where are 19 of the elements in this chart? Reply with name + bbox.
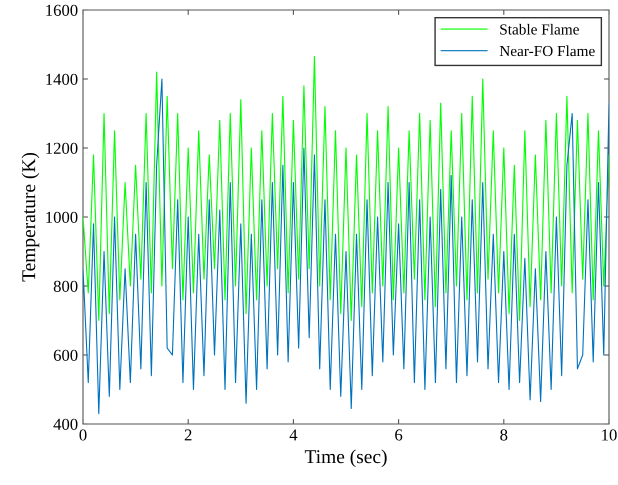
y-axis-title: Temperature (K): [22, 152, 40, 282]
legend-label: Near-FO Flame: [500, 45, 595, 56]
x-tick-label: 0: [79, 429, 87, 441]
line-series: [83, 78, 609, 414]
legend-label: Stable Flame: [500, 24, 579, 35]
y-tick-label: 1200: [46, 142, 78, 154]
x-axis-title: Time (sec): [304, 450, 387, 468]
x-tick-label: 6: [395, 429, 402, 441]
y-tick-label: 800: [54, 280, 78, 292]
x-tick-label: 8: [500, 429, 508, 441]
x-tick-label: 10: [602, 429, 617, 441]
y-tick-label: 1600: [46, 4, 78, 16]
y-tick-label: 600: [54, 350, 78, 361]
y-tick-label: 1400: [46, 74, 78, 85]
x-tick-label: 2: [184, 429, 192, 440]
y-tick-label: 400: [53, 418, 78, 430]
y-tick-label: 1000: [46, 212, 78, 223]
line-series: [83, 56, 609, 322]
x-tick-label: 4: [290, 429, 298, 440]
